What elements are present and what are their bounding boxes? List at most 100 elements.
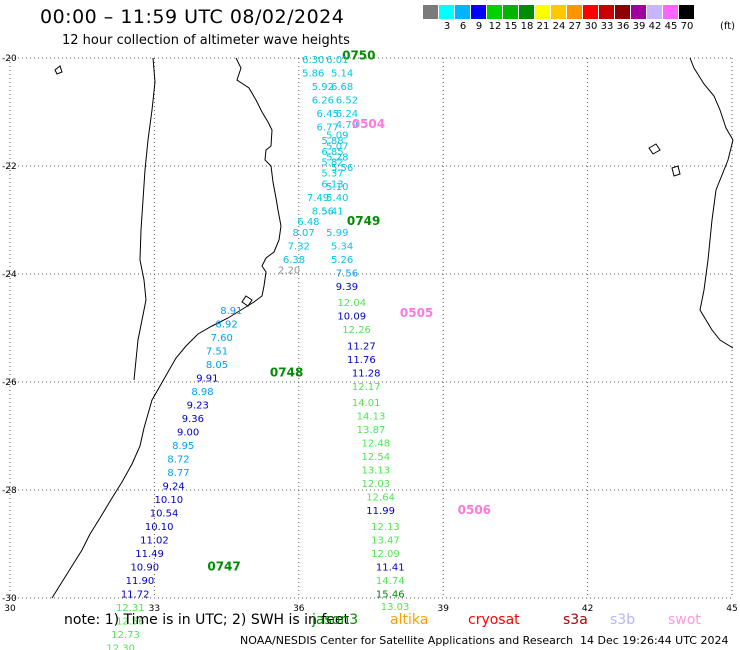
color-scale-label: 45 bbox=[664, 21, 678, 32]
color-swatch bbox=[663, 5, 679, 19]
altimeter-tracks: 6.30 5.86 5.92 6.26 6.45 6.77 5.886.855.825.37… bbox=[106, 48, 491, 650]
lat-tick-label: -26 bbox=[2, 378, 17, 388]
track-0748: 8.91 8.92 7.60 7.51 8.05 9.91 8.98 9.23 9.36 9.00… bbox=[140, 306, 303, 547]
color-scale-label: 21 bbox=[536, 21, 550, 32]
wave-height-label: 14.13 bbox=[357, 411, 386, 422]
wave-height-label: 7.32 bbox=[288, 241, 310, 252]
wave-height-label: 11.28 bbox=[352, 368, 381, 379]
axis-labels: 30 33 36 39 42 45 -20 -22 -24 -26 -28 -30 bbox=[2, 54, 738, 614]
wave-height-label: 12.09 bbox=[371, 549, 400, 560]
wave-height-label: 9.23 bbox=[187, 401, 209, 412]
track-0750: 6.30 5.86 5.92 6.26 6.45 6.77 5.886.855.825.37… bbox=[278, 48, 375, 276]
coastline-segment bbox=[241, 295, 253, 307]
lat-tick-label: -24 bbox=[2, 270, 17, 280]
color-scale bbox=[423, 5, 695, 19]
color-swatch bbox=[535, 5, 551, 19]
wave-height-label: 8.77 bbox=[167, 468, 189, 479]
wave-height-label: 8.98 bbox=[191, 387, 213, 398]
wave-height-label: 14.74 bbox=[376, 576, 405, 587]
wave-height-label: 5.99 bbox=[326, 228, 348, 239]
lat-tick-label: -20 bbox=[2, 54, 17, 64]
credit-line: NOAA/NESDIS Center for Satellite Applica… bbox=[240, 634, 574, 647]
wave-height-label: 14.01 bbox=[352, 398, 381, 409]
wave-height-label: 12.26 bbox=[342, 325, 371, 336]
track-0749: 0749 bbox=[347, 214, 380, 228]
wave-height-label: 11.99 bbox=[366, 506, 395, 517]
color-swatch bbox=[551, 5, 567, 19]
lon-tick-label: 45 bbox=[726, 604, 737, 614]
color-swatch bbox=[583, 5, 599, 19]
wave-height-label: 8.05 bbox=[206, 360, 228, 371]
color-scale-label: 18 bbox=[520, 21, 534, 32]
wave-height-label: 6.68 bbox=[331, 82, 353, 93]
color-scale-label: 36 bbox=[616, 21, 630, 32]
wave-height-label: 5.92 bbox=[312, 82, 334, 93]
wave-height-label: 13.87 bbox=[357, 425, 386, 436]
coastline bbox=[51, 57, 734, 599]
color-scale-label: 33 bbox=[600, 21, 614, 32]
wave-height-label: 7.51 bbox=[206, 347, 228, 358]
wave-height-label: 8.72 bbox=[167, 455, 189, 466]
wave-height-label: 5.10 bbox=[326, 182, 348, 193]
color-scale-label: 27 bbox=[568, 21, 582, 32]
wave-height-label: 15.46 bbox=[376, 590, 405, 601]
wave-height-label: 6.52 bbox=[336, 96, 358, 107]
wave-height-label: 10.10 bbox=[155, 495, 184, 506]
wave-height-label: 12.30 bbox=[106, 644, 135, 650]
wave-height-label: 12.17 bbox=[352, 382, 381, 393]
map-title: 00:00 – 11:59 UTC 08/02/2024 bbox=[40, 6, 345, 28]
wave-height-label: 11.76 bbox=[347, 355, 376, 366]
color-swatch bbox=[487, 5, 503, 19]
wave-height-label: 9.00 bbox=[177, 428, 199, 439]
track-0506: 11.99 12.13 13.47 12.09 11.41 14.74 15.4613.03… bbox=[366, 503, 491, 613]
coastline-segment bbox=[51, 57, 282, 599]
lat-tick-label: -28 bbox=[2, 486, 17, 496]
color-scale-label: 42 bbox=[648, 21, 662, 32]
wave-height-label: 12.54 bbox=[361, 452, 390, 463]
wave-height-label: 13.13 bbox=[361, 465, 390, 476]
wave-height-label: 5.86 bbox=[302, 69, 324, 80]
footnote: note: 1) Time is in UTC; 2) SWH is in fe… bbox=[64, 612, 350, 628]
legend-item-swot: swot bbox=[668, 612, 701, 628]
wave-height-label: 12.73 bbox=[111, 630, 140, 641]
lon-tick-label: 30 bbox=[4, 604, 16, 614]
wave-height-label: 13.03 bbox=[381, 602, 410, 613]
wave-height-label: 5.56 bbox=[331, 163, 353, 174]
color-swatch bbox=[599, 5, 615, 19]
track-0504: 6.01 5.14 6.68 6.52 6.244.795.095.075.285.56… bbox=[321, 55, 385, 293]
satellite-legend: jason3 altika cryosat s3a s3b swot bbox=[0, 612, 740, 630]
legend-item-s3b: s3b bbox=[610, 612, 636, 628]
lon-tick-label: 39 bbox=[437, 604, 449, 614]
pass-time-label: 0748 bbox=[270, 365, 303, 379]
map-subtitle: 12 hour collection of altimeter wave hei… bbox=[62, 33, 350, 48]
wave-height-label: 12.31 bbox=[116, 603, 145, 614]
color-scale-label: 24 bbox=[552, 21, 566, 32]
color-swatch bbox=[423, 5, 439, 19]
wave-height-label: 8.07 bbox=[292, 228, 314, 239]
map-grid bbox=[9, 57, 733, 599]
lon-tick-label: 42 bbox=[582, 604, 593, 614]
wave-height-label: 7.60 bbox=[211, 333, 233, 344]
wave-height-label: 2.20 bbox=[278, 266, 300, 277]
wave-height-label: 5.09 bbox=[326, 131, 348, 142]
wave-height-label: 6.85 bbox=[321, 147, 343, 158]
color-scale-label: 70 bbox=[680, 21, 694, 32]
wave-height-label: 11.02 bbox=[140, 536, 169, 547]
color-swatch bbox=[455, 5, 471, 19]
wave-height-label: 5.07 bbox=[326, 141, 348, 152]
pass-time-label: 0504 bbox=[352, 117, 385, 131]
wave-height-label: 11.90 bbox=[126, 576, 155, 587]
legend-item-cryosat: cryosat bbox=[468, 612, 520, 628]
wave-height-label: 12.13 bbox=[371, 522, 400, 533]
legend-item-jason3: jason3 bbox=[312, 612, 359, 628]
wave-height-label: 5.40 bbox=[326, 193, 348, 204]
wave-height-label: 6.13 bbox=[321, 179, 343, 190]
wave-height-label: 8.95 bbox=[172, 441, 194, 452]
wave-height-label: 9.36 bbox=[182, 414, 204, 425]
wave-height-label: 5.28 bbox=[326, 152, 348, 163]
lat-tick-label: -22 bbox=[2, 162, 17, 172]
coastline-segment bbox=[671, 165, 681, 177]
color-swatch bbox=[519, 5, 535, 19]
color-scale-label: 39 bbox=[632, 21, 646, 32]
